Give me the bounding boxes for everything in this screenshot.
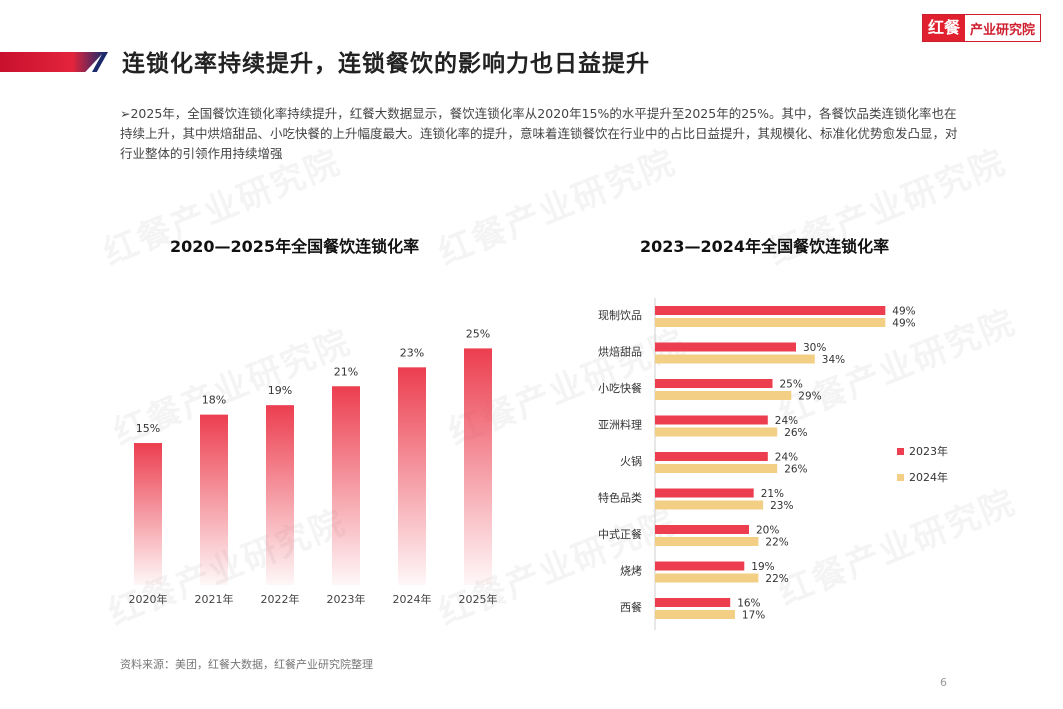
bar-烘焙甜品-2023年 — [655, 342, 796, 352]
y-tick-label: 现制饮品 — [598, 309, 642, 322]
legend-swatch — [897, 448, 904, 455]
brand-logo: 红餐 产业研究院 — [922, 14, 1042, 42]
y-tick-label: 中式正餐 — [598, 527, 642, 541]
bar-亚洲料理-2024年 — [655, 427, 778, 437]
bar-value-label: 26% — [784, 427, 807, 439]
bar-value-label: 24% — [775, 415, 798, 427]
chart-title-right: 2023—2024年全国餐饮连锁化率 — [640, 237, 890, 256]
bar-value-label: 21% — [334, 365, 358, 378]
page-number: 6 — [940, 676, 947, 689]
bar-中式正餐-2023年 — [655, 525, 749, 534]
bar-value-label: 19% — [751, 561, 774, 573]
bar-小吃快餐-2023年 — [655, 379, 773, 388]
bar-亚洲料理-2023年 — [655, 415, 768, 425]
bar-火锅-2024年 — [655, 464, 778, 473]
y-tick-label: 小吃快餐 — [598, 381, 642, 395]
bar-2021年 — [200, 414, 228, 585]
logo-mark: 红餐 — [923, 15, 966, 41]
bar-value-label: 15% — [136, 422, 160, 435]
yearly-chain-rate-chart: 15% 2020年 18% 2021年 19% 2022年 21% 2023年 23% 2024年… — [129, 327, 498, 606]
bar-value-label: 29% — [798, 391, 821, 403]
bar-现制饮品-2024年 — [655, 318, 886, 327]
bar-烧烤-2023年 — [655, 561, 745, 571]
y-tick-label: 亚洲料理 — [598, 418, 642, 432]
bar-中式正餐-2024年 — [655, 537, 759, 546]
legend-label: 2023年 — [909, 444, 948, 458]
x-tick-label: 2025年 — [459, 592, 498, 606]
bar-value-label: 25% — [780, 379, 803, 391]
x-tick-label: 2020年 — [129, 592, 168, 606]
bar-value-label: 22% — [765, 537, 788, 549]
x-tick-label: 2022年 — [261, 592, 300, 606]
bar-value-label: 34% — [822, 354, 845, 366]
source-note: 资料来源：美团，红餐大数据，红餐产业研究院整理 — [120, 658, 373, 671]
bar-现制饮品-2023年 — [655, 306, 886, 315]
bar-特色品类-2024年 — [655, 500, 764, 510]
bar-value-label: 23% — [400, 346, 424, 359]
chart-title-left: 2020—2025年全国餐饮连锁化率 — [170, 237, 420, 256]
bar-value-label: 24% — [775, 452, 798, 464]
page-title: 连锁化率持续提升，连锁餐饮的影响力也日益提升 — [122, 51, 650, 77]
bar-value-label: 17% — [742, 610, 765, 622]
y-tick-label: 烘焙甜品 — [598, 345, 642, 359]
y-tick-label: 火锅 — [620, 455, 642, 468]
bar-烘焙甜品-2024年 — [655, 354, 815, 364]
bar-value-label: 49% — [892, 306, 915, 318]
bar-特色品类-2023年 — [655, 488, 754, 498]
x-tick-label: 2023年 — [327, 592, 366, 606]
bar-2025年 — [464, 348, 492, 585]
bar-2020年 — [134, 443, 162, 585]
bar-小吃快餐-2024年 — [655, 391, 792, 400]
bar-2023年 — [332, 386, 360, 585]
bar-value-label: 30% — [803, 342, 826, 354]
bar-西餐-2023年 — [655, 598, 731, 607]
logo-text: 产业研究院 — [970, 22, 1036, 38]
bar-value-label: 19% — [268, 384, 292, 397]
header-accent-stripe — [0, 52, 104, 72]
bar-value-label: 16% — [737, 598, 760, 610]
intro-paragraph: ➢2025年，全国餐饮连锁化率持续提升，红餐大数据显示，餐饮连锁化率从2020年… — [120, 106, 958, 161]
bar-2024年 — [398, 367, 426, 585]
category-chain-rate-chart: 现制饮品 49%49%烘焙甜品 30%34%小吃快餐 25%29%亚洲料理 24%26%… — [598, 298, 948, 630]
bar-烧烤-2024年 — [655, 573, 759, 583]
y-tick-label: 西餐 — [620, 600, 642, 614]
bar-value-label: 26% — [784, 464, 807, 476]
bar-value-label: 25% — [466, 327, 490, 340]
bar-火锅-2023年 — [655, 452, 768, 461]
bar-value-label: 49% — [892, 318, 915, 330]
bar-value-label: 21% — [761, 488, 784, 500]
y-tick-label: 特色品类 — [598, 491, 642, 505]
bar-value-label: 22% — [765, 573, 788, 585]
y-tick-label: 烧烤 — [620, 564, 642, 578]
bar-value-label: 20% — [756, 525, 779, 537]
x-tick-label: 2021年 — [195, 592, 234, 606]
bar-value-label: 18% — [202, 394, 226, 407]
bar-西餐-2024年 — [655, 610, 735, 619]
bar-value-label: 23% — [770, 500, 793, 512]
bar-2022年 — [266, 405, 294, 585]
legend-label: 2024年 — [909, 470, 948, 484]
x-tick-label: 2024年 — [393, 592, 432, 606]
legend-swatch — [897, 474, 904, 481]
